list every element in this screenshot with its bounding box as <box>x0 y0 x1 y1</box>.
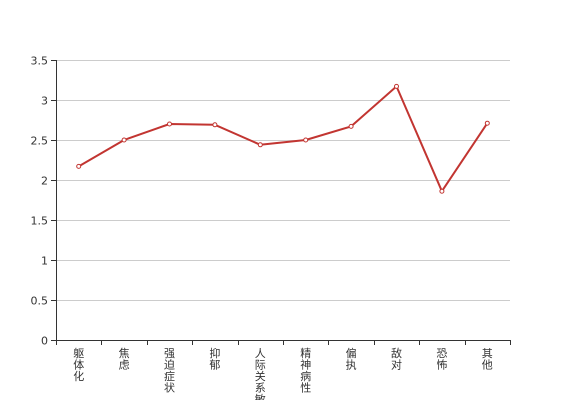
x-axis-ticks: 躯体化 焦虑 强迫症状 抑郁 人际关系敏感 精神病性 偏执 敌对 恐怖 其他 <box>56 340 511 404</box>
y-tick-label: 1.5 <box>31 215 49 228</box>
y-tick-label: 3 <box>41 95 48 108</box>
x-tick-label: 强迫症状 <box>164 347 175 395</box>
data-point[interactable] <box>257 142 263 148</box>
x-tick-label: 人际关系敏感 <box>255 347 266 400</box>
x-tick-label: 其他 <box>482 347 493 372</box>
axes <box>56 60 510 341</box>
x-tick-label: 精神病性 <box>300 347 311 395</box>
data-point[interactable] <box>394 83 399 89</box>
y-tick-label: 1 <box>41 255 48 268</box>
x-tick-label: 躯体化 <box>73 347 84 383</box>
x-tick-label: 敌对 <box>391 346 402 372</box>
grid-lines <box>56 60 510 301</box>
data-point[interactable] <box>121 137 127 143</box>
data-point[interactable] <box>76 163 82 169</box>
y-tick-label: 0.5 <box>31 295 49 308</box>
y-tick-label: 0 <box>41 335 48 348</box>
x-tick-label: 焦虑 <box>119 347 130 372</box>
data-point[interactable] <box>484 120 490 126</box>
x-tick-label: 恐怖 <box>436 347 447 372</box>
x-tick-label: 偏执 <box>346 346 357 372</box>
series-line <box>77 85 489 193</box>
y-tick-label: 2 <box>41 175 48 188</box>
series-layer <box>76 83 490 194</box>
data-point[interactable] <box>303 137 309 143</box>
data-point[interactable] <box>348 123 354 129</box>
y-tick-label: 3.5 <box>31 55 49 68</box>
y-tick-label: 2.5 <box>31 135 49 148</box>
x-tick-label: 抑郁 <box>209 346 220 372</box>
data-point[interactable] <box>212 122 218 128</box>
y-axis-ticks: 0 0.5 1 1.5 2 2.5 3 3.5 <box>31 55 56 348</box>
data-point[interactable] <box>167 121 172 127</box>
data-point[interactable] <box>439 188 445 194</box>
